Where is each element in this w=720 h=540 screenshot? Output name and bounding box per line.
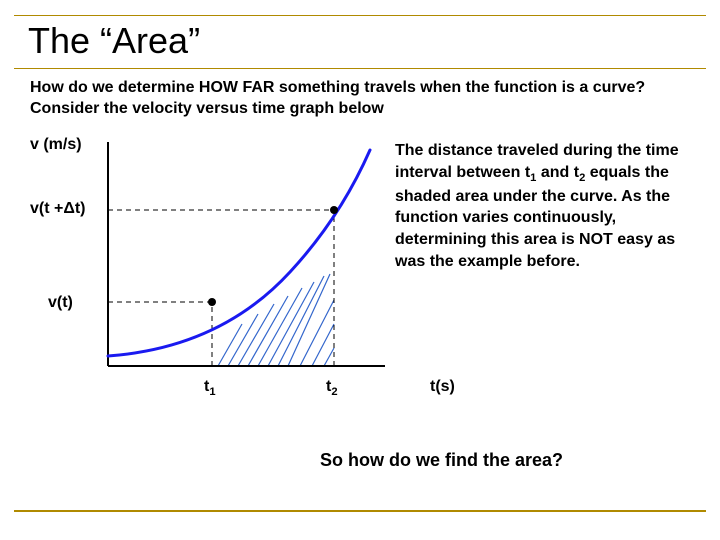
title-rule-bottom xyxy=(14,68,706,69)
closing-question: So how do we find the area? xyxy=(320,450,700,471)
x-tick-2: t2 xyxy=(326,378,338,398)
x-tick-1: t1 xyxy=(204,378,216,398)
footer-rule xyxy=(14,510,706,512)
slide: The “Area” How do we determine HOW FAR s… xyxy=(0,0,720,540)
slide-subtitle: How do we determine HOW FAR something tr… xyxy=(30,78,690,120)
slide-title: The “Area” xyxy=(28,20,200,62)
graph-svg xyxy=(30,132,390,412)
side-explanation: The distance traveled during the time in… xyxy=(395,140,705,272)
x-axis-label: t(s) xyxy=(430,378,455,396)
title-rule-top xyxy=(14,15,706,16)
